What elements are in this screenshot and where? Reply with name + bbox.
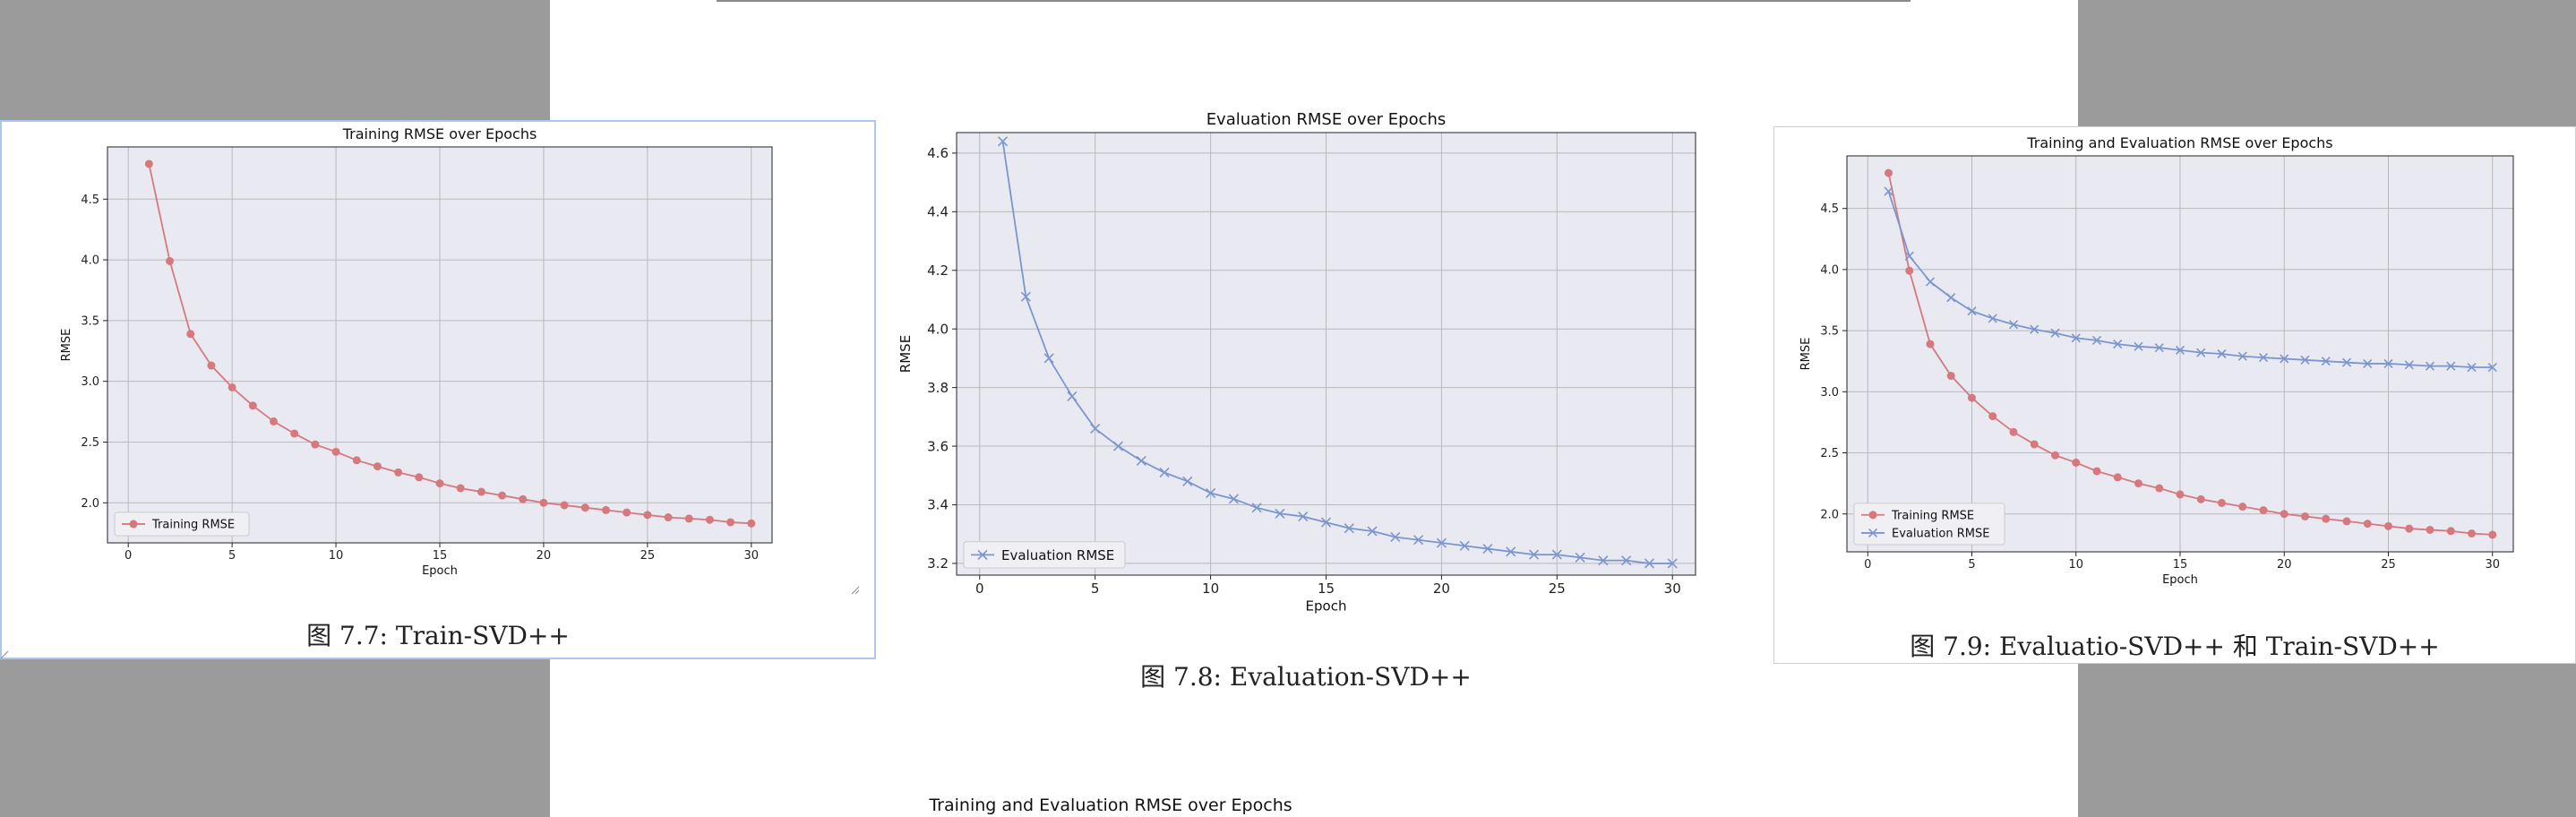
next-figure-title: Training and Evaluation RMSE over Epochs (929, 796, 1292, 815)
top-rule (717, 0, 1911, 2)
figure-caption-train: 图 7.7: Train-SVD++ (306, 621, 570, 650)
figure-panel-train[interactable] (0, 120, 876, 659)
resize-handle-icon[interactable] (0, 650, 9, 659)
figure-caption-evaluation: 图 7.8: Evaluation-SVD++ (1140, 662, 1472, 692)
figure-caption-combined: 图 7.9: Evaluatio-SVD++ 和 Train-SVD++ (1910, 632, 2440, 661)
figure-panel-combined[interactable] (1773, 126, 2576, 664)
resize-handle-icon[interactable] (851, 586, 860, 595)
